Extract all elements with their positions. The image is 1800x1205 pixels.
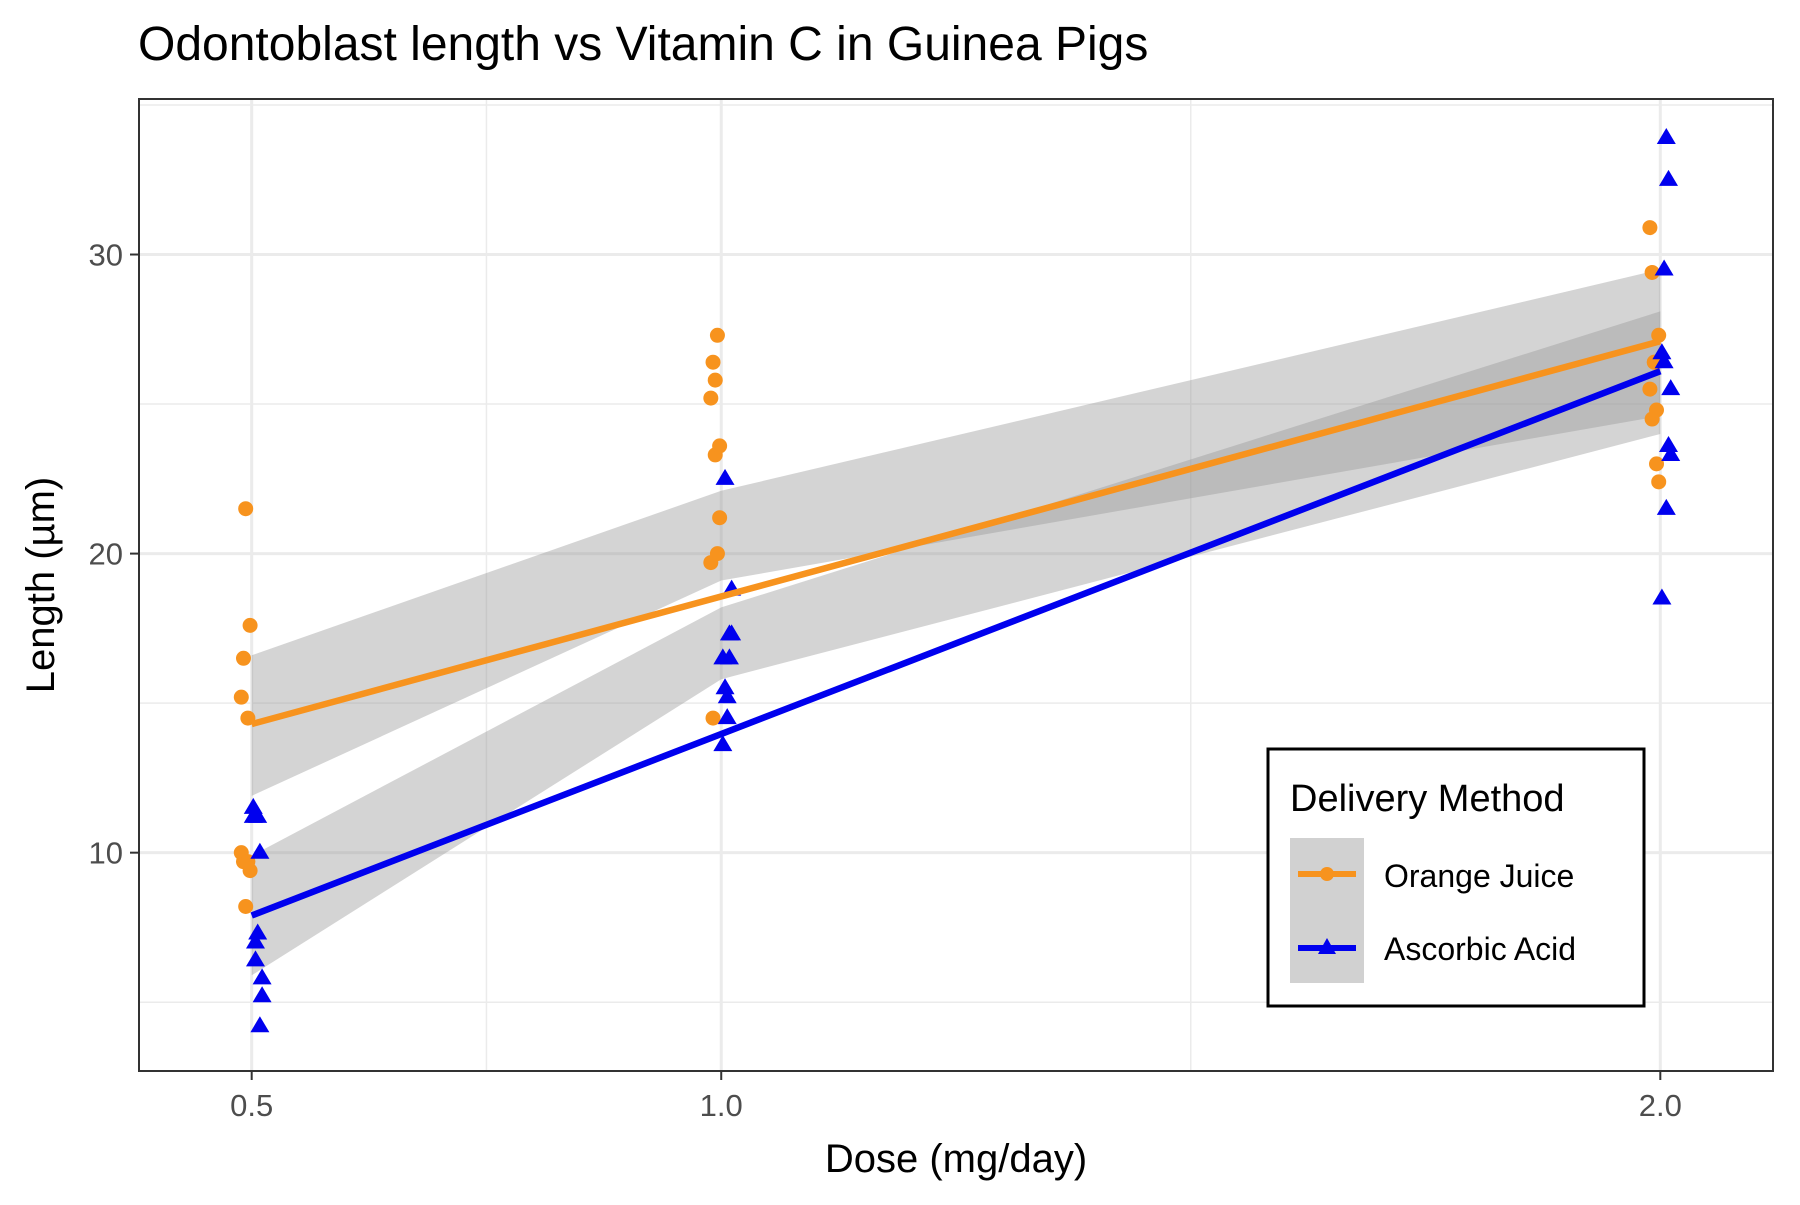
fit-line-ascorbic-acid	[250, 368, 1662, 919]
data-point-ascorbic-acid	[1652, 588, 1672, 605]
data-point-ascorbic-acid	[245, 932, 265, 949]
data-point-ascorbic-acid	[252, 986, 272, 1003]
y-tick-label: 10	[89, 836, 123, 871]
x-tick-label: 2.0	[1639, 1088, 1682, 1123]
data-point-ascorbic-acid	[1652, 343, 1672, 360]
x-tick-label: 0.5	[230, 1088, 273, 1123]
plot-panel-border	[138, 98, 1774, 1072]
legend: Delivery Method Orange Juice Ascorbic Ac…	[1266, 747, 1646, 1008]
legend-key-orange-juice-marker	[1320, 867, 1334, 881]
y-tick-label: 30	[89, 238, 123, 273]
legend-key-background	[1290, 838, 1364, 983]
data-points	[233, 127, 1681, 1033]
data-point-orange-juice	[709, 546, 725, 562]
fit-line-orange-juice	[250, 338, 1662, 728]
data-point-orange-juice	[703, 390, 719, 406]
data-point-ascorbic-acid	[252, 968, 272, 985]
data-point-orange-juice	[238, 899, 254, 915]
confidence-ribbon-1	[251, 311, 1661, 976]
data-point-ascorbic-acid	[1659, 169, 1679, 186]
x-tick-label: 1.0	[700, 1088, 743, 1123]
data-point-orange-juice	[242, 617, 258, 633]
fit-lines	[250, 338, 1662, 919]
data-point-ascorbic-acid	[1656, 498, 1676, 515]
data-point-ascorbic-acid	[1661, 379, 1681, 396]
data-point-orange-juice	[1642, 220, 1658, 236]
data-point-orange-juice	[1651, 474, 1667, 490]
chart-title: Odontoblast length vs Vitamin C in Guine…	[138, 18, 1148, 71]
data-point-orange-juice	[1644, 264, 1660, 280]
y-tick-label: 20	[89, 537, 123, 572]
data-point-ascorbic-acid	[250, 1016, 270, 1033]
legend-label-ascorbic-acid: Ascorbic Acid	[1384, 931, 1576, 967]
data-point-orange-juice	[235, 650, 251, 666]
data-point-orange-juice	[705, 354, 721, 370]
data-point-orange-juice	[705, 710, 721, 726]
data-point-ascorbic-acid	[715, 678, 735, 695]
data-point-ascorbic-acid	[248, 806, 268, 823]
data-point-ascorbic-acid	[250, 842, 270, 859]
data-point-ascorbic-acid	[713, 648, 733, 665]
data-point-ascorbic-acid	[248, 923, 268, 940]
data-point-orange-juice	[1642, 381, 1658, 397]
data-point-ascorbic-acid	[245, 950, 265, 967]
data-point-ascorbic-acid	[1659, 436, 1679, 453]
data-point-orange-juice	[712, 438, 728, 454]
legend-title: Delivery Method	[1290, 778, 1565, 820]
data-point-ascorbic-acid	[1654, 259, 1674, 276]
data-point-ascorbic-acid	[713, 735, 733, 752]
data-point-ascorbic-acid	[1656, 127, 1676, 144]
data-point-ascorbic-acid	[717, 708, 737, 725]
data-point-orange-juice	[709, 327, 725, 343]
x-axis-label: Dose (mg/day)	[825, 1137, 1087, 1181]
y-axis-label: Length (µm)	[19, 477, 63, 693]
legend-key-ascorbic-acid-marker	[1318, 938, 1336, 954]
data-point-ascorbic-acid	[715, 468, 735, 485]
data-point-orange-juice	[233, 689, 249, 705]
data-point-ascorbic-acid	[1654, 352, 1674, 369]
axes: 10 20 30 0.5 1.0 2.0	[89, 238, 1682, 1123]
data-point-orange-juice	[1651, 327, 1667, 343]
data-point-orange-juice	[707, 372, 723, 388]
legend-label-orange-juice: Orange Juice	[1384, 858, 1574, 894]
data-point-orange-juice	[238, 501, 254, 517]
data-point-ascorbic-acid	[1661, 444, 1681, 461]
data-point-ascorbic-acid	[717, 687, 737, 704]
data-point-orange-juice	[1649, 456, 1665, 472]
data-point-orange-juice	[1649, 402, 1665, 418]
data-point-ascorbic-acid	[719, 624, 739, 641]
data-point-orange-juice	[712, 510, 728, 526]
